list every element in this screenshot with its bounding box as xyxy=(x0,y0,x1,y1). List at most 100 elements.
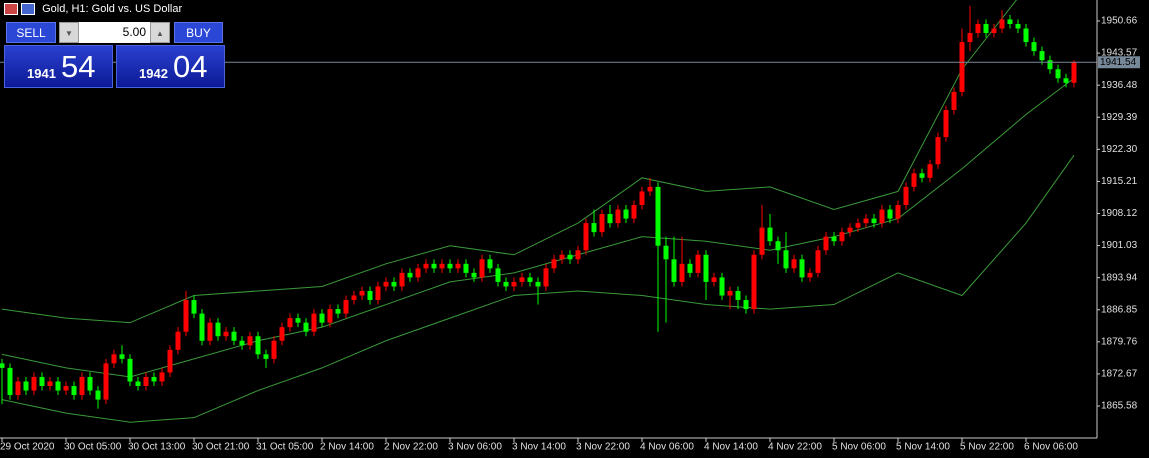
candle-body xyxy=(591,223,597,233)
candle-body xyxy=(727,290,733,296)
candle-body xyxy=(759,227,765,255)
candle-body xyxy=(663,245,669,260)
candle-body xyxy=(1047,60,1053,70)
y-tick-label: 1879.76 xyxy=(1101,336,1138,347)
candle-body xyxy=(687,263,693,273)
candle-body xyxy=(319,313,325,323)
buy-button[interactable]: BUY xyxy=(174,22,223,43)
candle-body xyxy=(959,42,965,92)
candle-body xyxy=(615,209,621,224)
buy-price-pips: 04 xyxy=(173,49,208,84)
candle-body xyxy=(815,250,821,273)
candle-body xyxy=(751,254,757,310)
candle-body xyxy=(271,340,277,359)
candle-body xyxy=(943,109,949,138)
candle-body xyxy=(823,236,829,251)
candle-body xyxy=(607,214,613,224)
candle-body xyxy=(847,227,853,233)
x-tick-label: 4 Nov 06:00 xyxy=(640,442,694,453)
candle-body xyxy=(855,223,861,228)
x-tick-label: 5 Nov 22:00 xyxy=(960,442,1014,453)
candle-body xyxy=(95,390,101,400)
candle-body xyxy=(999,19,1005,29)
candle-body xyxy=(735,290,741,301)
candle-body xyxy=(783,250,789,269)
candle-body xyxy=(15,381,21,396)
candle-body xyxy=(7,367,13,396)
candle-body xyxy=(511,281,517,287)
sell-price-big: 1941 xyxy=(27,66,56,81)
candle-body xyxy=(623,209,629,219)
candle-body xyxy=(447,263,453,269)
candle-body xyxy=(439,263,445,269)
one-click-trading: SELL ▼ 5.00 ▲ BUY 1941 54 1942 04 xyxy=(4,20,225,88)
x-tick-label: 30 Oct 05:00 xyxy=(64,442,122,453)
candle-body xyxy=(399,272,405,287)
candle-body xyxy=(1071,62,1077,83)
x-tick-label: 3 Nov 14:00 xyxy=(512,442,566,453)
candle-body xyxy=(799,259,805,278)
candle-body xyxy=(695,254,701,273)
candle-body xyxy=(543,268,549,287)
candle-body xyxy=(191,300,197,314)
y-tick-label: 1886.85 xyxy=(1101,304,1138,315)
x-tick-label: 5 Nov 14:00 xyxy=(896,442,950,453)
sell-price[interactable]: 1941 54 xyxy=(4,45,113,88)
candle-body xyxy=(407,272,413,278)
lot-input[interactable]: 5.00 xyxy=(79,22,150,43)
candle-body xyxy=(1039,51,1045,61)
candle-body xyxy=(911,173,917,187)
candle-body xyxy=(1007,19,1013,24)
candle-body xyxy=(343,300,349,314)
x-tick-label: 2 Nov 22:00 xyxy=(384,442,438,453)
candle-body xyxy=(535,281,541,287)
candle-body xyxy=(887,209,893,219)
candle-body xyxy=(903,186,909,205)
chart-title: Gold, H1: Gold vs. US Dollar xyxy=(42,3,183,15)
candle-body xyxy=(679,263,685,282)
y-tick-label: 1950.66 xyxy=(1101,16,1138,27)
buy-price[interactable]: 1942 04 xyxy=(116,45,225,88)
candle-body xyxy=(151,376,157,382)
price-label-box xyxy=(1098,56,1140,69)
candle-body xyxy=(775,241,781,251)
candle-body xyxy=(71,386,77,396)
candle-body xyxy=(303,322,309,332)
candle-body xyxy=(31,376,37,391)
candle-body xyxy=(47,381,53,387)
candle-body xyxy=(359,290,365,296)
y-tick-label: 1865.58 xyxy=(1101,401,1138,412)
icon xyxy=(4,3,18,16)
x-tick-label: 3 Nov 22:00 xyxy=(576,442,630,453)
candle-body xyxy=(263,354,269,359)
candle-body xyxy=(575,250,581,260)
lot-down[interactable]: ▼ xyxy=(59,22,79,43)
y-tick-label: 1901.03 xyxy=(1101,240,1138,251)
candle-body xyxy=(671,259,677,282)
candle-body xyxy=(1015,23,1021,29)
sell-price-pips: 54 xyxy=(61,49,96,84)
candle-body xyxy=(63,386,69,391)
candle-body xyxy=(111,354,117,364)
candle-body xyxy=(599,214,605,233)
y-tick-label: 1893.94 xyxy=(1101,272,1138,283)
candle-body xyxy=(415,268,421,278)
candle-body xyxy=(39,376,45,387)
bollinger-band xyxy=(1,154,1075,423)
candle-body xyxy=(975,23,981,34)
candle-body xyxy=(879,209,885,224)
candle-body xyxy=(951,91,957,110)
x-tick-label: 29 Oct 2020 xyxy=(0,442,55,453)
candle-body xyxy=(199,313,205,341)
candle-body xyxy=(215,322,221,337)
x-tick-label: 5 Nov 06:00 xyxy=(832,442,886,453)
candle-body xyxy=(143,376,149,387)
sell-button[interactable]: SELL xyxy=(6,22,56,43)
candle-body xyxy=(487,259,493,269)
candle-body xyxy=(807,272,813,278)
candle-body xyxy=(567,254,573,260)
candle-body xyxy=(0,363,5,368)
candle-body xyxy=(167,349,173,373)
lot-up[interactable]: ▲ xyxy=(150,22,170,43)
candle-body xyxy=(967,33,973,43)
